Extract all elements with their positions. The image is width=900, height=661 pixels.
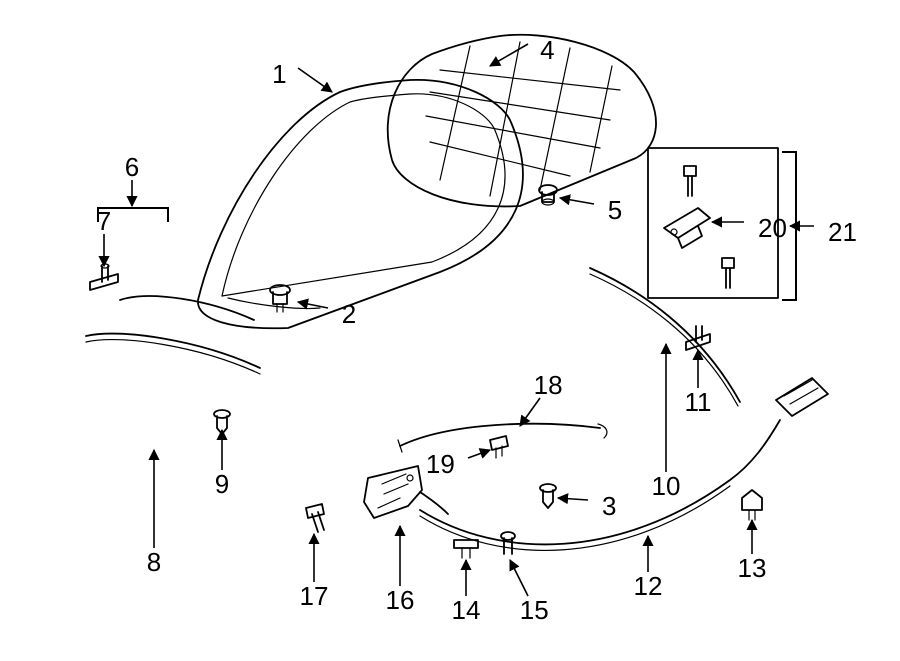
callout-label-14: 14 bbox=[452, 595, 481, 625]
leader-3 bbox=[558, 498, 588, 500]
callout-label-17: 17 bbox=[300, 581, 329, 611]
callout-label-3: 3 bbox=[602, 491, 616, 521]
leader-4 bbox=[490, 44, 528, 66]
callout-label-10: 10 bbox=[652, 471, 681, 501]
callout-label-8: 8 bbox=[147, 547, 161, 577]
hood-hinge-20 bbox=[664, 208, 710, 248]
leader-15 bbox=[510, 560, 528, 596]
latch-bolt-17 bbox=[306, 504, 324, 532]
callout-label-9: 9 bbox=[215, 469, 229, 499]
callout-label-2: 2 bbox=[342, 299, 356, 329]
callout-label-21: 21 bbox=[828, 217, 857, 247]
hood-bumper-5 bbox=[539, 185, 557, 205]
callout-label-13: 13 bbox=[738, 553, 767, 583]
hood-seal-right bbox=[590, 268, 740, 406]
callout-label-11: 11 bbox=[685, 387, 712, 417]
leader-1 bbox=[298, 68, 332, 92]
callout-label-7: 7 bbox=[97, 206, 111, 236]
callout-label-16: 16 bbox=[386, 585, 415, 615]
leader-2 bbox=[298, 302, 328, 308]
callout-label-12: 12 bbox=[634, 571, 663, 601]
leader-5 bbox=[560, 198, 594, 204]
callout-label-5: 5 bbox=[608, 195, 622, 225]
cable-clip-13 bbox=[742, 490, 762, 520]
callout-label-18: 18 bbox=[534, 370, 563, 400]
leader-19 bbox=[468, 450, 490, 458]
leader-18 bbox=[520, 398, 540, 426]
parts-diagram: 123456789101112131415161718192021 bbox=[0, 0, 900, 661]
callout-label-15: 15 bbox=[520, 595, 549, 625]
clip-3 bbox=[540, 484, 556, 508]
callout-label-19: 19 bbox=[426, 449, 455, 479]
callout-label-6: 6 bbox=[125, 152, 139, 182]
cable-clip-14 bbox=[454, 540, 478, 558]
rod-clip-19 bbox=[490, 436, 508, 458]
callout-label-1: 1 bbox=[272, 59, 286, 89]
callout-label-20: 20 bbox=[758, 213, 787, 243]
callout-label-4: 4 bbox=[540, 35, 554, 65]
callout-layer: 123456789101112131415161718192021 bbox=[97, 35, 857, 625]
hood-seal-left bbox=[86, 264, 260, 374]
hood-release-cable-12 bbox=[420, 378, 828, 550]
